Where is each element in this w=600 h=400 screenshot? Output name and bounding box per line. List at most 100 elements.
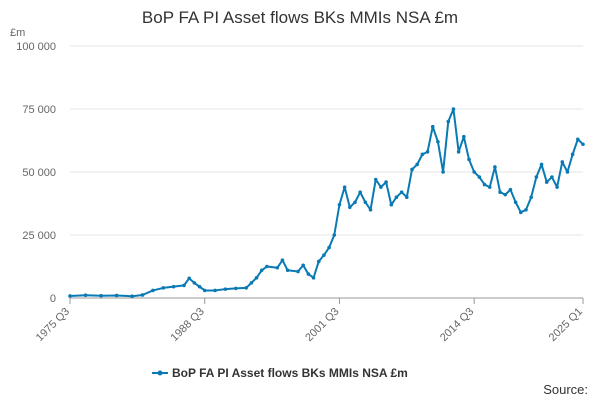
data-point[interactable] xyxy=(555,185,559,189)
y-unit-label: £m xyxy=(10,27,25,39)
data-point[interactable] xyxy=(405,195,409,199)
data-point[interactable] xyxy=(285,268,290,273)
data-point[interactable] xyxy=(550,175,554,179)
series-line xyxy=(69,108,584,298)
data-point[interactable] xyxy=(151,288,155,293)
data-point[interactable] xyxy=(223,287,228,291)
data-point[interactable] xyxy=(420,152,425,157)
data-point[interactable] xyxy=(197,284,202,289)
data-point[interactable] xyxy=(327,245,331,250)
data-point[interactable] xyxy=(467,157,471,162)
data-point[interactable] xyxy=(410,167,414,172)
data-point[interactable] xyxy=(394,195,399,199)
data-point[interactable] xyxy=(368,208,373,212)
chart-title: BoP FA PI Asset flows BKs MMIs NSA £m xyxy=(141,8,459,27)
y-tick-label: 0 xyxy=(50,293,56,305)
source-label: Source: xyxy=(543,382,588,397)
data-point[interactable] xyxy=(192,281,197,285)
legend-label[interactable]: BoP FA PI Asset flows BKs MMIs NSA £m xyxy=(172,366,408,380)
data-point[interactable] xyxy=(306,272,311,276)
y-tick-label: 25 000 xyxy=(22,230,56,242)
data-point[interactable] xyxy=(441,170,445,174)
data-point[interactable] xyxy=(161,286,166,290)
data-point[interactable] xyxy=(436,139,440,144)
data-point[interactable] xyxy=(519,210,523,215)
data-point[interactable] xyxy=(462,134,466,139)
data-point[interactable] xyxy=(265,264,269,269)
data-point[interactable] xyxy=(244,286,248,290)
data-point[interactable] xyxy=(332,233,337,237)
data-point[interactable] xyxy=(389,202,394,207)
legend-marker[interactable] xyxy=(157,370,163,376)
data-point[interactable] xyxy=(140,293,145,297)
data-point[interactable] xyxy=(348,205,352,210)
data-point[interactable] xyxy=(415,162,419,167)
y-tick-label: 50 000 xyxy=(22,167,56,179)
data-point[interactable] xyxy=(451,107,456,111)
data-point[interactable] xyxy=(456,150,461,154)
data-point[interactable] xyxy=(322,253,326,257)
data-point[interactable] xyxy=(425,150,430,154)
data-point[interactable] xyxy=(503,192,508,197)
x-tick-label: 2014 Q3 xyxy=(438,306,476,344)
x-tick-label: 2025 Q1 xyxy=(547,306,585,344)
data-point[interactable] xyxy=(114,293,119,298)
data-point[interactable] xyxy=(534,175,539,179)
data-point[interactable] xyxy=(446,119,451,124)
data-point[interactable] xyxy=(570,152,575,157)
x-tick-label: 1988 Q3 xyxy=(169,306,207,344)
data-point[interactable] xyxy=(202,288,207,293)
data-point[interactable] xyxy=(373,177,378,182)
data-point[interactable] xyxy=(399,190,404,194)
data-point[interactable] xyxy=(565,170,570,174)
data-point[interactable] xyxy=(472,170,476,174)
data-point[interactable] xyxy=(182,283,186,288)
data-point[interactable] xyxy=(544,180,549,184)
data-point[interactable] xyxy=(254,276,259,280)
data-point[interactable] xyxy=(508,187,513,192)
data-point[interactable] xyxy=(234,286,238,291)
data-point[interactable] xyxy=(358,190,362,194)
data-point[interactable] xyxy=(482,182,487,187)
series-layer xyxy=(68,107,585,299)
data-point[interactable] xyxy=(296,269,300,274)
data-point[interactable] xyxy=(493,165,497,169)
y-tick-label: 75 000 xyxy=(22,104,56,116)
data-point[interactable] xyxy=(513,200,518,205)
data-point[interactable] xyxy=(187,276,191,281)
data-point[interactable] xyxy=(560,160,565,164)
data-point[interactable] xyxy=(576,137,580,142)
legend[interactable]: BoP FA PI Asset flows BKs MMIs NSA £m xyxy=(152,366,408,380)
data-point[interactable] xyxy=(249,281,254,285)
grid-lines xyxy=(70,45,583,299)
data-point[interactable] xyxy=(581,142,585,147)
data-point[interactable] xyxy=(353,200,357,205)
y-tick-label: 100 000 xyxy=(16,41,56,53)
data-point[interactable] xyxy=(99,293,103,298)
data-point[interactable] xyxy=(316,259,321,264)
data-point[interactable] xyxy=(487,185,492,189)
data-point[interactable] xyxy=(213,288,217,293)
data-point[interactable] xyxy=(524,208,528,212)
data-point[interactable] xyxy=(498,190,502,194)
data-point[interactable] xyxy=(529,195,533,199)
data-point[interactable] xyxy=(280,258,285,263)
x-tick-label: 2001 Q3 xyxy=(303,306,341,344)
data-point[interactable] xyxy=(539,162,544,167)
data-point[interactable] xyxy=(83,293,88,298)
data-point[interactable] xyxy=(171,284,176,289)
data-point[interactable] xyxy=(477,175,482,179)
data-point[interactable] xyxy=(130,294,134,299)
data-point[interactable] xyxy=(430,124,435,129)
data-point[interactable] xyxy=(301,263,305,268)
data-point[interactable] xyxy=(342,185,347,189)
data-point[interactable] xyxy=(337,202,342,207)
data-point[interactable] xyxy=(363,200,368,205)
data-point[interactable] xyxy=(379,185,383,189)
data-point[interactable] xyxy=(68,294,72,298)
data-point[interactable] xyxy=(259,268,264,273)
data-point[interactable] xyxy=(384,180,388,184)
data-point[interactable] xyxy=(311,276,316,280)
data-point[interactable] xyxy=(275,265,280,270)
